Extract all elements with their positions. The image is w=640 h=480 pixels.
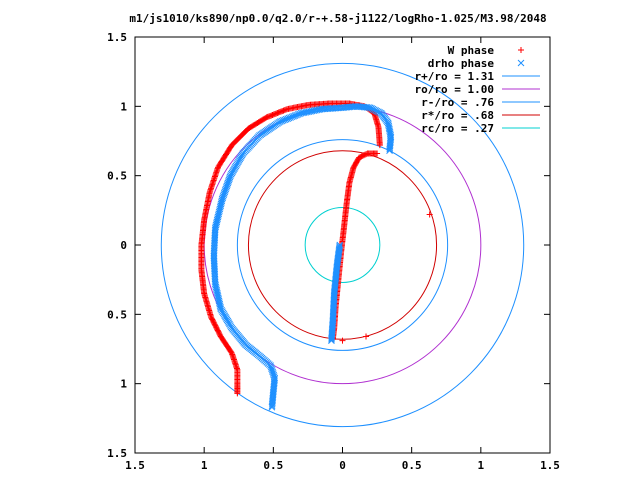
y-tick-label-0: 1.5 (107, 447, 127, 460)
drho-phase-point-72 (336, 242, 343, 250)
circle-2 (236, 139, 449, 351)
x-tick-label-1: 1 (201, 459, 208, 472)
chart-title: m1/js1010/ks890/np0.0/q2.0/r-+.58-j1122/… (129, 12, 546, 25)
x-tick-label-0: 1.5 (125, 459, 145, 472)
y-tick-label-3: 0 (120, 239, 127, 252)
w-phase-point-497 (339, 337, 346, 344)
w-phase-point-498 (363, 333, 370, 340)
x-tick-label-2: 0.5 (263, 459, 283, 472)
legend-label-5: r*/ro = .68 (421, 109, 494, 122)
y-tick-label-1: 1 (120, 378, 127, 391)
y-tick-label-2: 0.5 (107, 308, 127, 321)
reference-circles (160, 62, 525, 428)
legend-label-6: rc/ro = .27 (421, 122, 494, 135)
legend-label-4: r-/ro = .76 (421, 96, 494, 109)
y-tick-label-4: 0.5 (107, 170, 127, 183)
x-tick-label-3: 0 (339, 459, 346, 472)
x-tick-label-6: 1.5 (540, 459, 560, 472)
series-w-phase (198, 100, 433, 397)
y-tick-label-6: 1.5 (107, 31, 127, 44)
legend-symbol-point-1 (517, 59, 525, 67)
circle-0 (160, 62, 525, 428)
drho-phase-point-371 (268, 402, 276, 410)
x-tick-label-4: 0.5 (402, 459, 422, 472)
legend-label-1: drho phase (428, 57, 495, 70)
w-phase-point-156 (374, 150, 381, 157)
circle-4 (304, 207, 381, 283)
legend-label-3: ro/ro = 1.00 (415, 83, 494, 96)
w-phase-point-495 (234, 390, 241, 397)
series-layer (198, 100, 433, 411)
x-tick-label-5: 1 (478, 459, 485, 472)
drho-phase-point-73 (336, 241, 344, 249)
legend-symbol-point-0 (518, 47, 524, 53)
legend-label-0: W phase (448, 44, 495, 57)
legend-label-2: r+/ro = 1.31 (415, 70, 495, 83)
drho-phase-point-372 (268, 403, 276, 411)
drho-phase-point-263 (210, 251, 218, 258)
w-phase-point-496 (426, 211, 433, 218)
y-tick-label-5: 1 (120, 100, 127, 113)
drho-phase-point-71 (336, 244, 343, 251)
series-drho-phase (210, 102, 395, 411)
